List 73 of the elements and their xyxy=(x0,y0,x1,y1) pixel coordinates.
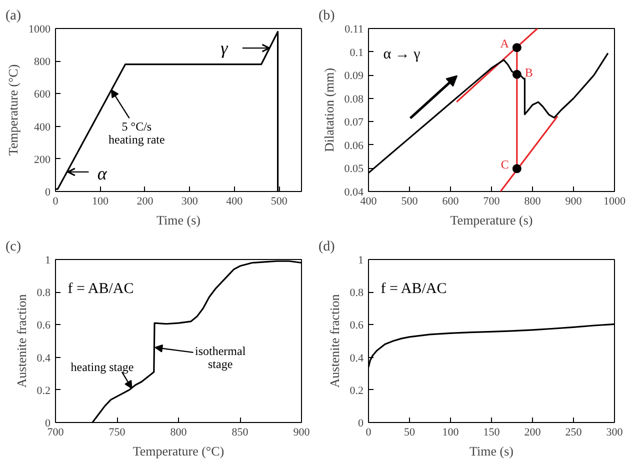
x-tick-label: 900 xyxy=(293,426,310,438)
y-tick-label: 800 xyxy=(34,56,51,68)
y-tick-label: 0.11 xyxy=(344,24,364,36)
annotation: isothermal stage xyxy=(194,344,246,371)
x-tick-label: 500 xyxy=(401,196,418,208)
x-tick-label: 200 xyxy=(524,426,542,438)
x-tick-label: 600 xyxy=(442,196,460,208)
y-tick-label: 0 xyxy=(45,186,51,198)
x-axis-title: Time (s) xyxy=(470,444,514,458)
y-tick-label: 0 xyxy=(45,418,51,430)
y-tick-label: 1 xyxy=(358,254,364,266)
x-axis-title: Temperature (°C) xyxy=(132,444,224,458)
x-axis-title: Temperature (s) xyxy=(450,212,533,228)
y-tick-label: 0.4 xyxy=(36,352,51,364)
x-tick-label: 150 xyxy=(483,426,500,438)
x-tick-label: 200 xyxy=(136,196,154,208)
x-tick-label: 400 xyxy=(226,196,244,208)
y-tick-label: 0.2 xyxy=(36,384,50,397)
annotation: 5 °C/s heating rate xyxy=(108,119,165,146)
y-tick-label: 0.04 xyxy=(344,186,364,198)
y-tick-label: 0.6 xyxy=(350,320,364,332)
y-axis-title: Temperature (°C) xyxy=(6,64,20,156)
annotation: f = AB/AC xyxy=(380,280,447,297)
x-axis-title: Time (s) xyxy=(156,212,200,228)
annotation: A xyxy=(500,36,510,51)
y-axis-title: Austenite fraction xyxy=(326,294,342,388)
x-tick-label: 250 xyxy=(565,426,582,438)
y-tick-label: 0.1 xyxy=(350,46,364,59)
y-tick-label: 1 xyxy=(45,254,50,266)
y-tick-label: 0.4 xyxy=(350,352,364,364)
y-tick-label: 0.8 xyxy=(36,287,51,300)
x-tick-label: 850 xyxy=(232,426,249,438)
y-tick-label: 0.05 xyxy=(344,163,364,176)
y-tick-label: 400 xyxy=(34,121,51,134)
x-tick-label: 100 xyxy=(92,196,109,208)
x-tick-label: 800 xyxy=(524,196,542,208)
annotation: heating stage xyxy=(70,360,134,374)
annotation: α → γ xyxy=(383,46,421,63)
y-axis-title: Dilatation (mm) xyxy=(321,68,336,152)
y-tick-label: 600 xyxy=(34,88,51,101)
x-tick-label: 300 xyxy=(181,196,198,208)
x-tick-label: 750 xyxy=(108,426,126,438)
y-tick-label: 200 xyxy=(34,154,51,166)
y-tick-label: 0.09 xyxy=(344,70,364,82)
chart-title: (c) xyxy=(6,240,22,254)
y-tick-label: 0.07 xyxy=(344,116,364,129)
x-tick-label: 700 xyxy=(47,426,64,438)
x-tick-label: 900 xyxy=(565,196,582,208)
x-tick-label: 800 xyxy=(170,426,188,438)
x-tick-label: 50 xyxy=(404,426,416,438)
y-tick-label: 0.6 xyxy=(36,320,51,332)
chart-title: (b) xyxy=(318,8,336,24)
annotation: γ xyxy=(220,38,229,58)
x-tick-label: 100 xyxy=(442,426,460,438)
annotation: f = AB/AC xyxy=(68,280,134,297)
y-tick-label: 0.8 xyxy=(350,287,364,300)
y-tick-label: 0 xyxy=(358,418,364,430)
x-tick-label: 0 xyxy=(366,426,372,438)
chart-title: (a) xyxy=(6,8,22,24)
x-tick-label: 1000 xyxy=(604,196,626,208)
y-tick-label: 0.08 xyxy=(344,93,364,106)
annotation: B xyxy=(524,65,533,80)
x-tick-label: 0 xyxy=(52,196,59,208)
x-tick-label: 700 xyxy=(483,196,500,208)
y-tick-label: 0.06 xyxy=(344,140,364,152)
annotation: C xyxy=(500,158,509,172)
x-tick-label: 500 xyxy=(270,196,288,208)
y-tick-label: 1000 xyxy=(28,24,51,36)
y-tick-label: 0.2 xyxy=(350,384,364,397)
x-tick-label: 300 xyxy=(606,426,624,438)
annotation: α xyxy=(97,164,108,184)
y-axis-title: Austenite fraction xyxy=(14,294,29,388)
chart-title: (d) xyxy=(318,240,336,254)
